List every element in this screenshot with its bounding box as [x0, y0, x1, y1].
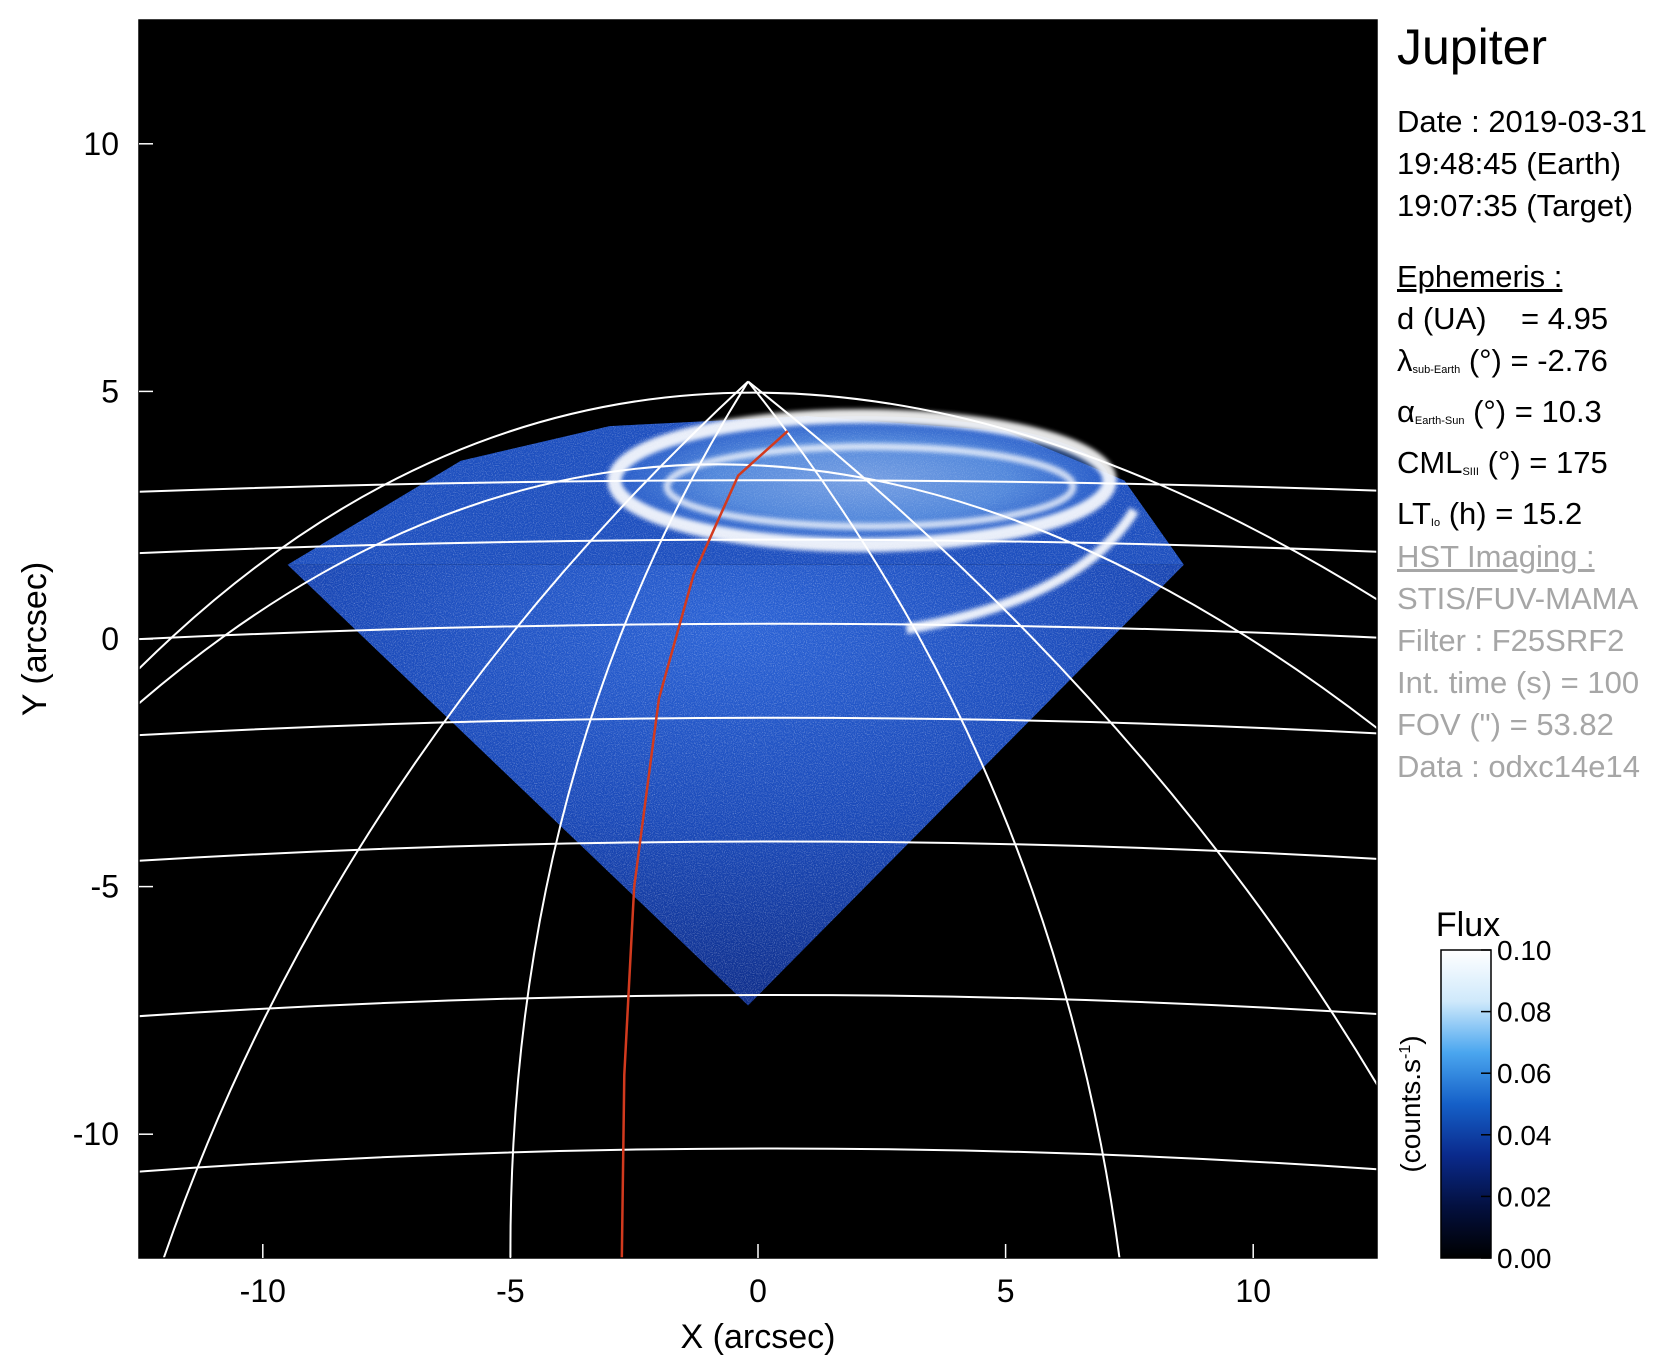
cml-subscript: SIII	[1462, 466, 1479, 478]
plot-data-layer	[287, 409, 1184, 1006]
colorbar-tick-label: 0.06	[1497, 1058, 1552, 1089]
phase-value: = 10.3	[1514, 394, 1602, 429]
distance-value: = 4.95	[1521, 301, 1609, 336]
auroral-footprint-arc	[905, 507, 1139, 635]
ephemeris-lt-io: LTIo (h) = 15.2	[1397, 493, 1608, 544]
colorbar-tick-label: 0.08	[1497, 997, 1552, 1028]
planetary-grid	[139, 380, 1377, 1258]
colorbar: Flux 0.00 0.02 0.04 0.06 0.08 0.10 (counts.s-1)	[1395, 906, 1552, 1274]
cml-symbol: CML	[1397, 445, 1463, 480]
phase-subscript: Earth-Sun	[1414, 415, 1465, 427]
x-tick-label: -5	[496, 1273, 524, 1309]
planet-limb	[139, 391, 1377, 670]
central-meridian-line	[620, 430, 789, 1258]
longitude-line	[162, 380, 749, 1258]
latitude-line	[139, 538, 1377, 555]
y-axis-label: Y (arcsec)	[16, 562, 54, 716]
latitude-unit: (°)	[1468, 343, 1502, 378]
longitude-line	[509, 380, 749, 1258]
latitude-line	[139, 622, 1377, 641]
colorbar-scale	[1440, 949, 1492, 1259]
latitude-value: = -2.76	[1510, 343, 1608, 378]
hst-heading: HST Imaging :	[1397, 539, 1595, 574]
latitude-line	[139, 840, 1377, 862]
latitude-line	[139, 716, 1377, 737]
date-line: Date : 2019-03-31	[1397, 104, 1647, 139]
time-target: 19:07:35 (Target)	[1397, 188, 1634, 223]
cml-unit: (°)	[1487, 445, 1521, 480]
x-tick-label: 0	[749, 1273, 767, 1309]
phase-symbol: α	[1397, 394, 1415, 429]
cml-value: = 175	[1529, 445, 1608, 480]
ephemeris-heading: Ephemeris :	[1397, 259, 1563, 294]
colorbar-title: Flux	[1436, 906, 1500, 944]
longitude-line	[747, 380, 1121, 1258]
lt-unit: (h)	[1448, 496, 1487, 531]
phase-unit: (°)	[1473, 394, 1507, 429]
latitude-subscript: sub-Earth	[1412, 364, 1461, 376]
distance-label: d (UA)	[1397, 301, 1487, 336]
x-axis-label: X (arcsec)	[681, 1318, 836, 1356]
y-tick-label: -10	[73, 1116, 119, 1152]
y-tick-label: -5	[91, 869, 119, 905]
lt-value: = 15.2	[1495, 496, 1583, 531]
colorbar-tick-label: 0.04	[1497, 1120, 1552, 1151]
ephemeris-distance: d (UA) = 4.95	[1397, 298, 1608, 340]
date-block: Date : 2019-03-31 19:48:45 (Earth) 19:07…	[1397, 101, 1647, 227]
auroral-inner-oval	[663, 443, 1077, 530]
latitude-line	[139, 993, 1377, 1018]
colorbar-unit-label: (counts.s-1)	[1395, 1035, 1426, 1172]
hst-instrument: STIS/FUV-MAMA	[1397, 581, 1639, 616]
ephemeris-phase-angle: αEarth-Sun (°) = 10.3	[1397, 391, 1608, 442]
ephemeris-latitude: λsub-Earth (°) = -2.76	[1397, 340, 1608, 391]
planet-limb-inner	[139, 463, 1377, 729]
latitude-line	[139, 479, 1377, 493]
latitude-line	[139, 1147, 1377, 1173]
hst-imaging-block: HST Imaging : STIS/FUV-MAMA Filter : F25…	[1397, 536, 1640, 788]
axes: -10 -5 0 5 10 -10 -5 0 5 10 X (arcsec) Y (arcsec)	[16, 19, 1378, 1356]
y-tick-label: 0	[101, 621, 119, 657]
longitude-line	[747, 380, 1377, 1087]
hst-int-time: Int. time (s) = 100	[1397, 665, 1640, 700]
ephemeris-block: Ephemeris : d (UA) = 4.95 λsub-Earth (°)…	[1397, 256, 1608, 544]
x-tick-label: 10	[1235, 1273, 1271, 1309]
hst-filter: Filter : F25SRF2	[1397, 623, 1625, 658]
colorbar-tick-label: 0.10	[1497, 935, 1552, 966]
planet-title: Jupiter	[1397, 19, 1548, 75]
x-tick-label: -10	[240, 1273, 286, 1309]
time-earth: 19:48:45 (Earth)	[1397, 146, 1622, 181]
y-tick-label: 10	[83, 126, 119, 162]
y-tick-label: 5	[101, 373, 119, 409]
hst-fov: FOV (") = 53.82	[1397, 707, 1614, 742]
lt-symbol: LT	[1397, 496, 1431, 531]
lt-subscript: Io	[1430, 517, 1441, 529]
x-tick-label: 5	[997, 1273, 1015, 1309]
latitude-symbol: λ	[1397, 343, 1413, 378]
ephemeris-cml: CMLSIII (°) = 175	[1397, 442, 1608, 493]
colorbar-tick-label: 0.00	[1497, 1243, 1552, 1274]
colorbar-tick-label: 0.02	[1497, 1181, 1552, 1212]
hst-data-id: Data : odxc14e14	[1397, 749, 1641, 784]
fov-noise-texture	[287, 564, 1184, 1006]
